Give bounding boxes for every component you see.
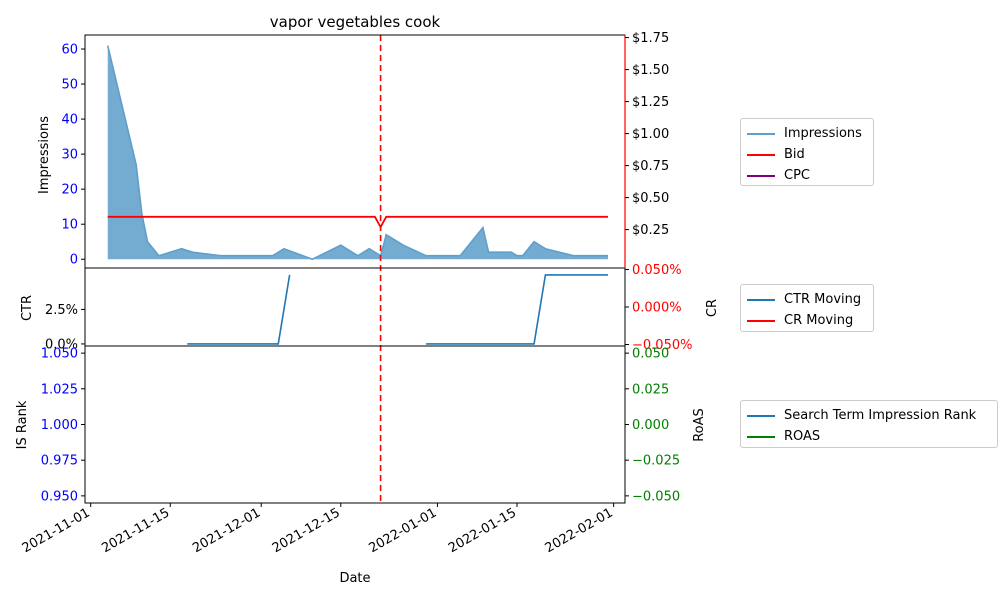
x-axis-label: Date: [339, 571, 370, 586]
top-y2-tick-label: $0.25: [632, 223, 669, 238]
legend-item-impressions: Impressions: [747, 123, 867, 144]
bottom-y2-tick-label: 0.050: [632, 347, 669, 362]
x-tick-label: 2021-11-15: [99, 505, 172, 556]
top-y2-tick-label: $1.75: [632, 31, 669, 46]
legend-bottom: Search Term Impression Rank ROAS: [740, 400, 998, 448]
top-ylabel: Impressions: [37, 116, 52, 194]
legend-swatch: [747, 298, 775, 301]
legend-item-ctr-moving: CTR Moving: [747, 289, 867, 310]
legend-label: CTR Moving: [784, 292, 862, 307]
x-tick-label: 2022-01-01: [366, 505, 439, 556]
legend-label: CPC: [784, 168, 810, 183]
legend-middle: CTR Moving CR Moving: [740, 284, 874, 332]
middle-y2label: CR: [705, 299, 720, 317]
top-y-tick-label: 10: [61, 218, 78, 233]
bottom-y2label: RoAS: [692, 408, 707, 442]
legend-swatch: [747, 174, 775, 177]
legend-item-cr-moving: CR Moving: [747, 310, 867, 331]
legend-swatch: [747, 435, 775, 438]
x-tick-label: 2021-12-01: [190, 505, 263, 556]
top-y-tick-label: 40: [61, 113, 78, 128]
bottom-y2-tick-label: 0.025: [632, 382, 669, 397]
legend-item-bid: Bid: [747, 144, 867, 165]
ctr-moving-line: [426, 274, 608, 345]
top-y2-tick-label: $1.25: [632, 95, 669, 110]
top-y-tick-label: 50: [61, 78, 78, 93]
top-y2-tick-label: $1.50: [632, 63, 669, 78]
legend-label: Search Term Impression Rank: [784, 408, 977, 423]
legend-item-roas: ROAS: [747, 426, 991, 447]
bottom-y2-tick-label: −0.025: [632, 454, 680, 469]
bottom-y-tick-label: 0.950: [41, 489, 78, 504]
top-y2-tick-label: $1.00: [632, 127, 669, 142]
top-y-tick-label: 20: [61, 183, 78, 198]
bottom-y2-tick-label: −0.050: [632, 489, 680, 504]
legend-swatch: [747, 132, 775, 135]
bottom-y-tick-label: 0.975: [41, 454, 78, 469]
legend-label: Impressions: [784, 126, 862, 141]
x-tick-label: 2022-02-01: [543, 505, 616, 556]
legend-item-search-term-impression-rank: Search Term Impression Rank: [747, 405, 991, 426]
bottom-ylabel: IS Rank: [15, 400, 30, 449]
ctr-moving-line: [187, 274, 291, 345]
top-y-tick-label: 0: [70, 253, 78, 268]
bottom-y2-tick-label: 0.000: [632, 418, 669, 433]
impressions-area: [107, 45, 608, 260]
middle-y-tick-label: 2.5%: [45, 303, 78, 318]
impressions-line: [106, 45, 608, 261]
legend-swatch: [747, 414, 775, 417]
middle-y-tick-label: 0.0%: [45, 337, 78, 352]
x-tick-label: 2021-12-15: [270, 505, 343, 556]
x-tick-label: 2021-11-01: [20, 505, 93, 556]
legend-item-cpc: CPC: [747, 165, 867, 186]
legend-label: ROAS: [784, 429, 821, 444]
legend-swatch: [747, 319, 775, 322]
bid-line: [107, 215, 608, 229]
middle-y2-tick-label: 0.050%: [632, 263, 682, 278]
top-y2-tick-label: $0.50: [632, 191, 669, 206]
top-panel-frame: [84, 34, 626, 269]
legend-top: Impressions Bid CPC: [740, 118, 874, 186]
bottom-panel-frame: [84, 345, 626, 504]
bottom-y-tick-label: 1.000: [41, 418, 78, 433]
top-y2-tick-label: $0.75: [632, 159, 669, 174]
legend-label: CR Moving: [784, 313, 854, 328]
legend-swatch: [747, 153, 775, 156]
legend-label: Bid: [784, 147, 805, 162]
chart-title: vapor vegetables cook: [270, 13, 441, 31]
bottom-y-tick-label: 1.050: [41, 347, 78, 362]
bottom-y-tick-label: 1.025: [41, 382, 78, 397]
middle-y2-tick-label: −0.050%: [632, 338, 692, 353]
top-y-tick-label: 60: [61, 43, 78, 58]
middle-y2-tick-label: 0.000%: [632, 301, 682, 316]
middle-ylabel: CTR: [20, 295, 35, 321]
x-tick-label: 2022-01-15: [446, 505, 519, 556]
top-y-tick-label: 30: [61, 148, 78, 163]
